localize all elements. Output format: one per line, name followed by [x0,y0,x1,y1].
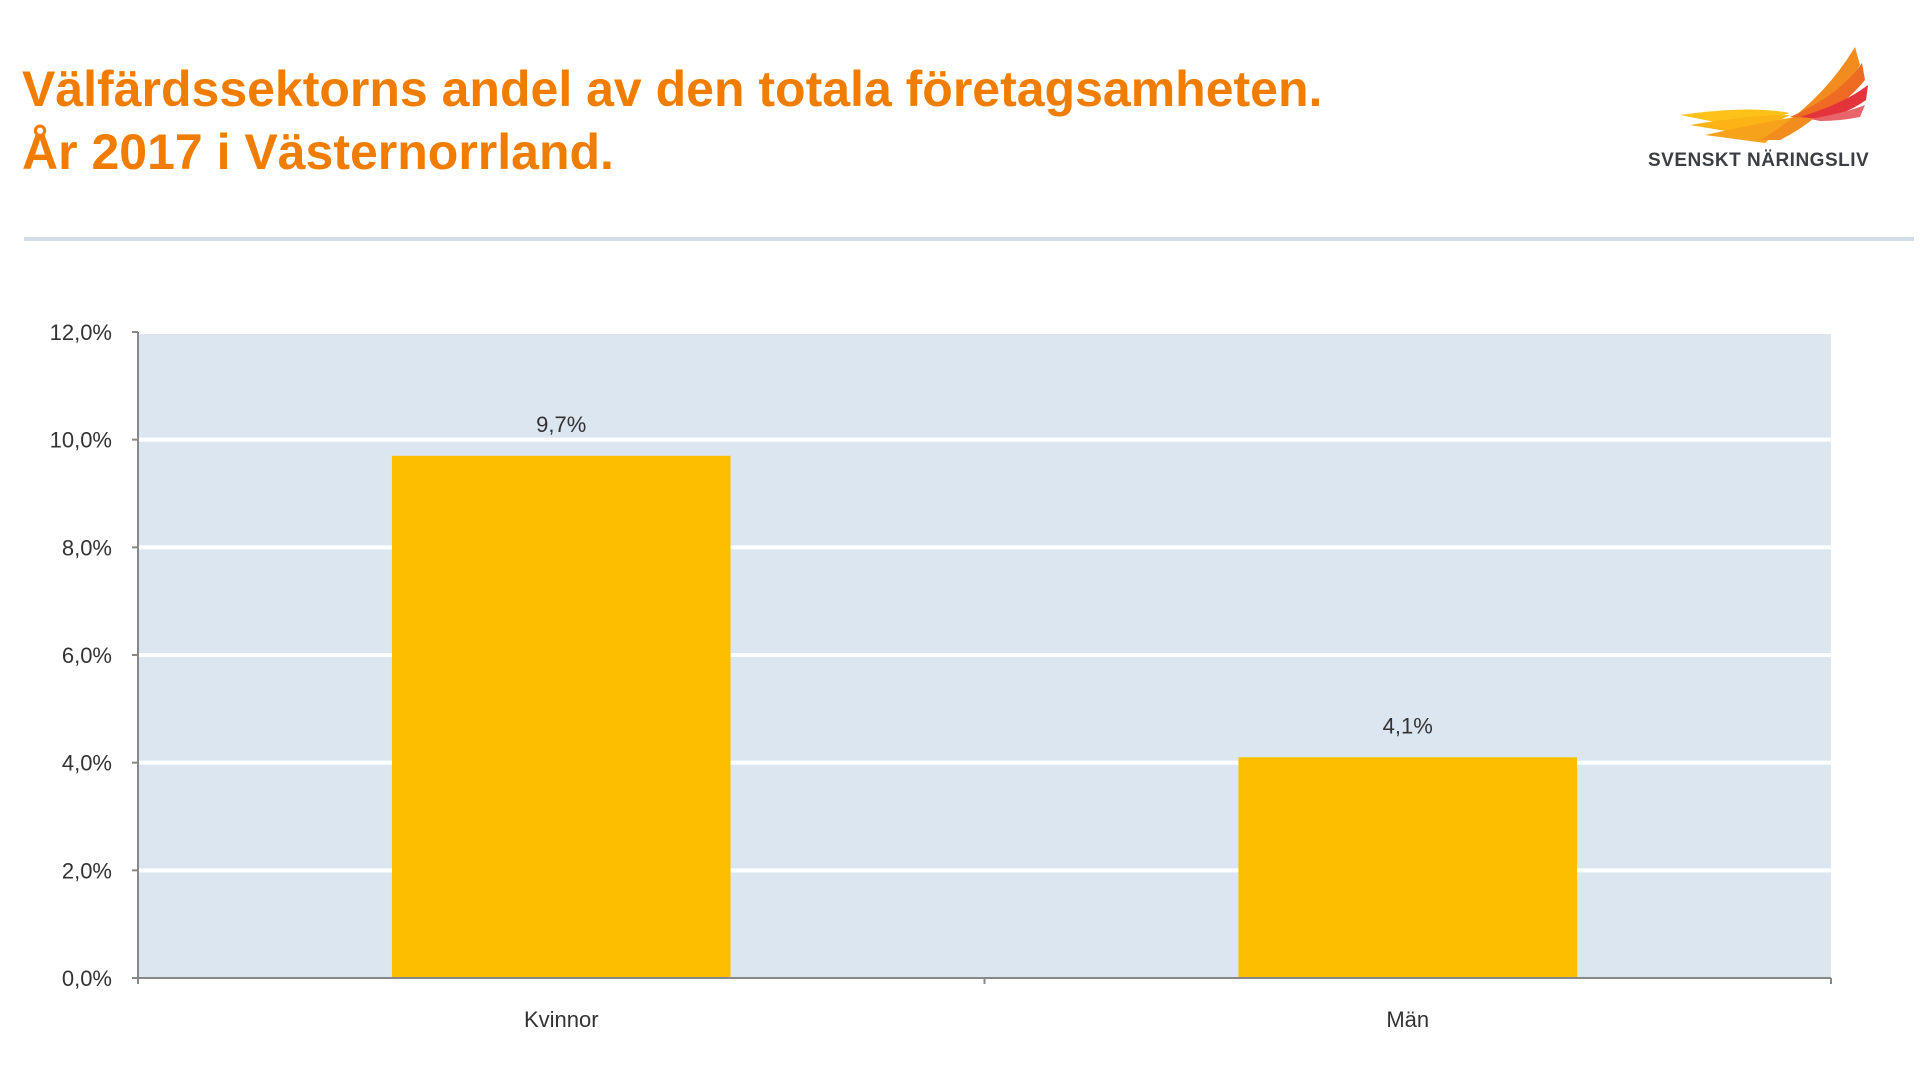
y-tick-label: 10,0% [50,428,112,453]
y-tick-label: 6,0% [62,643,112,668]
bar-kvinnor [391,455,731,979]
title-line-2: År 2017 i Västernorrland. [22,124,614,180]
y-tick-label: 0,0% [62,966,112,991]
y-tick-label: 4,0% [62,751,112,776]
title-separator [24,237,1914,241]
x-tick-label: Män [1386,1007,1429,1032]
data-label: 4,1% [1383,713,1433,738]
title-line-1: Välfärdssektorns andel av den totala för… [22,61,1323,117]
y-tick-label: 2,0% [62,858,112,883]
logo-text: SVENSKT NÄRINGSLIV [1648,150,1870,171]
svenskt-naringsliv-logo-icon [1680,47,1868,143]
x-tick-label: Kvinnor [524,1007,599,1032]
y-tick-label: 8,0% [62,535,112,560]
bar-män [1238,757,1578,978]
data-label: 9,7% [536,412,586,437]
y-tick-label: 12,0% [50,320,112,345]
page-title: Välfärdssektorns andel av den totala för… [22,58,1322,184]
